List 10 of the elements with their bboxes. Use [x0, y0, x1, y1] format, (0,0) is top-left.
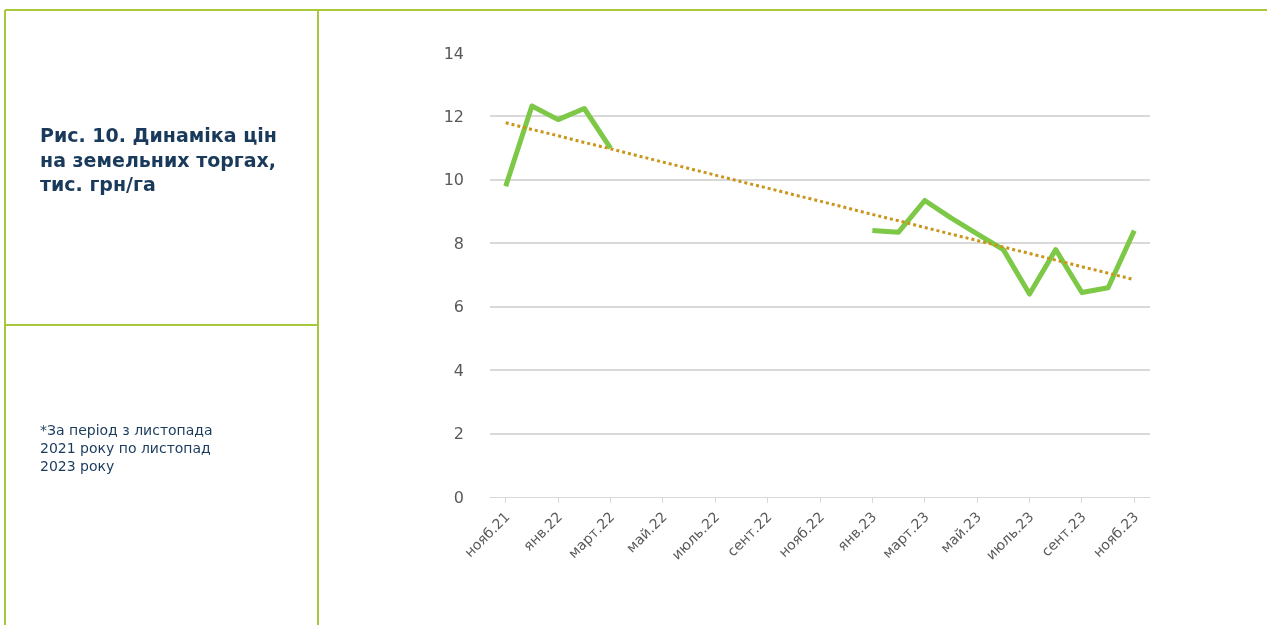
y-tick-label: 2	[453, 424, 464, 444]
text: *За період з листопада 2021 року по листопад 2023 року	[40, 422, 213, 475]
y-tick-label: 10	[443, 170, 464, 190]
y-tick-label: 0	[453, 487, 464, 507]
y-tick-label: 14	[443, 43, 464, 63]
y-tick-label: 4	[453, 360, 464, 380]
y-tick-label: 12	[443, 107, 464, 127]
y-tick-label: 8	[453, 233, 464, 253]
y-tick-label: 6	[453, 297, 464, 317]
text: Рис. 10. Динаміка цін на земельних торгах, тис. грн/га	[40, 124, 277, 196]
